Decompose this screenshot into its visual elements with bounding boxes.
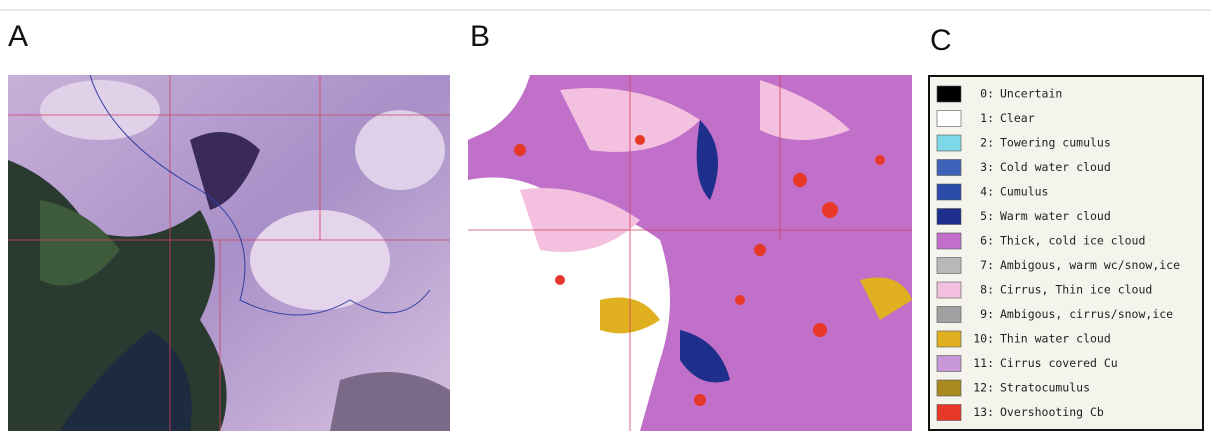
legend-swatch bbox=[937, 331, 961, 347]
legend-code: 3: bbox=[980, 160, 994, 174]
legend-code: 5: bbox=[980, 209, 994, 223]
legend-label: Cold water cloud bbox=[1000, 160, 1111, 174]
legend-code: 10: bbox=[973, 332, 994, 346]
legend-swatch bbox=[937, 405, 961, 421]
legend-swatch bbox=[937, 356, 961, 372]
legend-code: 9: bbox=[980, 307, 994, 321]
legend-swatch bbox=[937, 86, 961, 102]
legend-label: Thick, cold ice cloud bbox=[1000, 234, 1145, 248]
legend-code: 8: bbox=[980, 283, 994, 297]
legend-label: Towering cumulus bbox=[1000, 136, 1111, 150]
legend-code: 12: bbox=[973, 381, 994, 395]
legend-swatch bbox=[937, 184, 961, 200]
legend-label: Stratocumulus bbox=[1000, 381, 1090, 395]
legend-swatch bbox=[937, 233, 961, 249]
legend-label: Thin water cloud bbox=[1000, 332, 1111, 346]
legend-code: 2: bbox=[980, 136, 994, 150]
legend-code: 4: bbox=[980, 185, 994, 199]
legend-swatch bbox=[937, 135, 961, 151]
classification-image-b bbox=[468, 75, 912, 431]
legend-code: 11: bbox=[973, 356, 994, 370]
legend-label: Clear bbox=[1000, 111, 1035, 125]
legend-code: 7: bbox=[980, 258, 994, 272]
panel-label: B bbox=[470, 20, 490, 53]
legend-label: Ambigous, warm wc/snow,ice bbox=[1000, 258, 1180, 272]
legend-swatch bbox=[937, 282, 961, 298]
panel-label: A bbox=[8, 20, 28, 53]
legend-swatch bbox=[937, 258, 961, 274]
legend-swatch bbox=[937, 209, 961, 225]
legend-code: 1: bbox=[980, 111, 994, 125]
legend-code: 13: bbox=[973, 405, 994, 419]
legend-label: Uncertain bbox=[1000, 87, 1062, 101]
figure: A B C 0: Uncertain 1: Clear 2: Towering cumul… bbox=[0, 0, 1211, 439]
panel-label: C bbox=[930, 24, 952, 57]
legend-swatch bbox=[937, 380, 961, 396]
legend-label: Cumulus bbox=[1000, 185, 1048, 199]
legend-code: 6: bbox=[980, 234, 994, 248]
legend-code: 0: bbox=[980, 87, 994, 101]
legend-label: Overshooting Cb bbox=[1000, 405, 1104, 419]
legend-box bbox=[929, 76, 1203, 430]
page: A B C 0: Uncertain 1: Clear 2: Towering cumul… bbox=[0, 0, 1211, 439]
legend-label: Cirrus, Thin ice cloud bbox=[1000, 283, 1152, 297]
legend-swatch bbox=[937, 111, 961, 127]
legend-swatch bbox=[937, 160, 961, 176]
legend-label: Ambigous, cirrus/snow,ice bbox=[1000, 307, 1173, 321]
legend-label: Warm water cloud bbox=[1000, 209, 1111, 223]
legend-label: Cirrus covered Cu bbox=[1000, 356, 1118, 370]
legend-swatch bbox=[937, 307, 961, 323]
satellite-image-a bbox=[8, 75, 450, 431]
